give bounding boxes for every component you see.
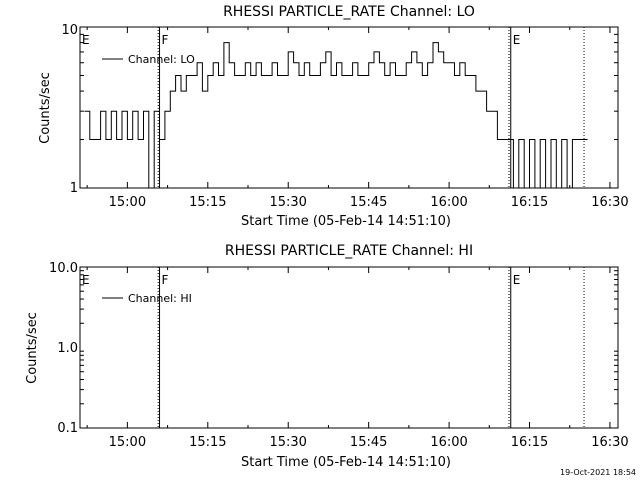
x-tick-labels: 15:00 15:15 15:30 15:45 16:00 16:15 16:30 (86, 27, 629, 210)
x-tick-label: 15:30 (269, 435, 306, 450)
chart-title: RHESSI PARTICLE_RATE Channel: LO (223, 4, 475, 20)
series-line (84, 42, 588, 189)
flag-marker-label: F (162, 273, 169, 287)
plot-frame (79, 26, 619, 189)
x-tick-label: 16:30 (591, 435, 628, 450)
footer-timestamp: 19-Oct-2021 18:54 (560, 468, 636, 477)
x-tick-label: 15:00 (109, 195, 146, 210)
x-tick-label: 15:00 (109, 435, 146, 450)
flag-marker-label: E (513, 33, 521, 47)
flag-marker-label: E (82, 33, 90, 47)
flag-marker-label: F (162, 33, 169, 47)
x-tick-label: 15:45 (350, 195, 387, 210)
x-tick-label: 16:00 (430, 435, 467, 450)
x-tick-label: 15:30 (269, 195, 306, 210)
x-axis-label: Start Time (05-Feb-14 14:51:10) (241, 455, 451, 470)
x-tick-label: 16:15 (511, 195, 548, 210)
x-tick-label: 15:15 (189, 435, 226, 450)
x-tick-label: 16:15 (511, 435, 548, 450)
lo-channel-panel: RHESSI PARTICLE_RATE Channel: LO Counts/… (38, 4, 629, 229)
x-tick-label: 16:00 (430, 195, 467, 210)
y-axis-label: Counts/sec (38, 72, 53, 144)
x-axis-label: Start Time (05-Feb-14 14:51:10) (241, 214, 451, 229)
y-tick-label: 1 (70, 181, 78, 196)
x-tick-labels: 15:00 15:15 15:30 15:45 16:00 16:15 16:30 (86, 267, 629, 450)
plot-frame (79, 266, 619, 429)
y-tick-label: 1.0 (57, 341, 78, 356)
x-tick-label: 15:45 (350, 435, 387, 450)
y-tick-label: 10 (61, 23, 78, 38)
y-minor-ticks (80, 33, 618, 141)
y-tick-label: 10.0 (49, 261, 78, 276)
flag-marker-label: E (513, 273, 521, 287)
x-tick-label: 16:30 (591, 195, 628, 210)
hi-channel-panel: RHESSI PARTICLE_RATE Channel: HI Counts/… (25, 243, 629, 470)
series-layer (84, 42, 588, 189)
x-tick-label: 15:15 (189, 195, 226, 210)
y-tick-label: 0.1 (57, 421, 78, 436)
legend-label: Channel: LO (128, 53, 195, 66)
flag-marker-label: E (82, 273, 90, 287)
y-minor-ticks (80, 270, 618, 405)
chart-title: RHESSI PARTICLE_RATE Channel: HI (225, 243, 473, 259)
y-axis-label: Counts/sec (25, 312, 40, 384)
